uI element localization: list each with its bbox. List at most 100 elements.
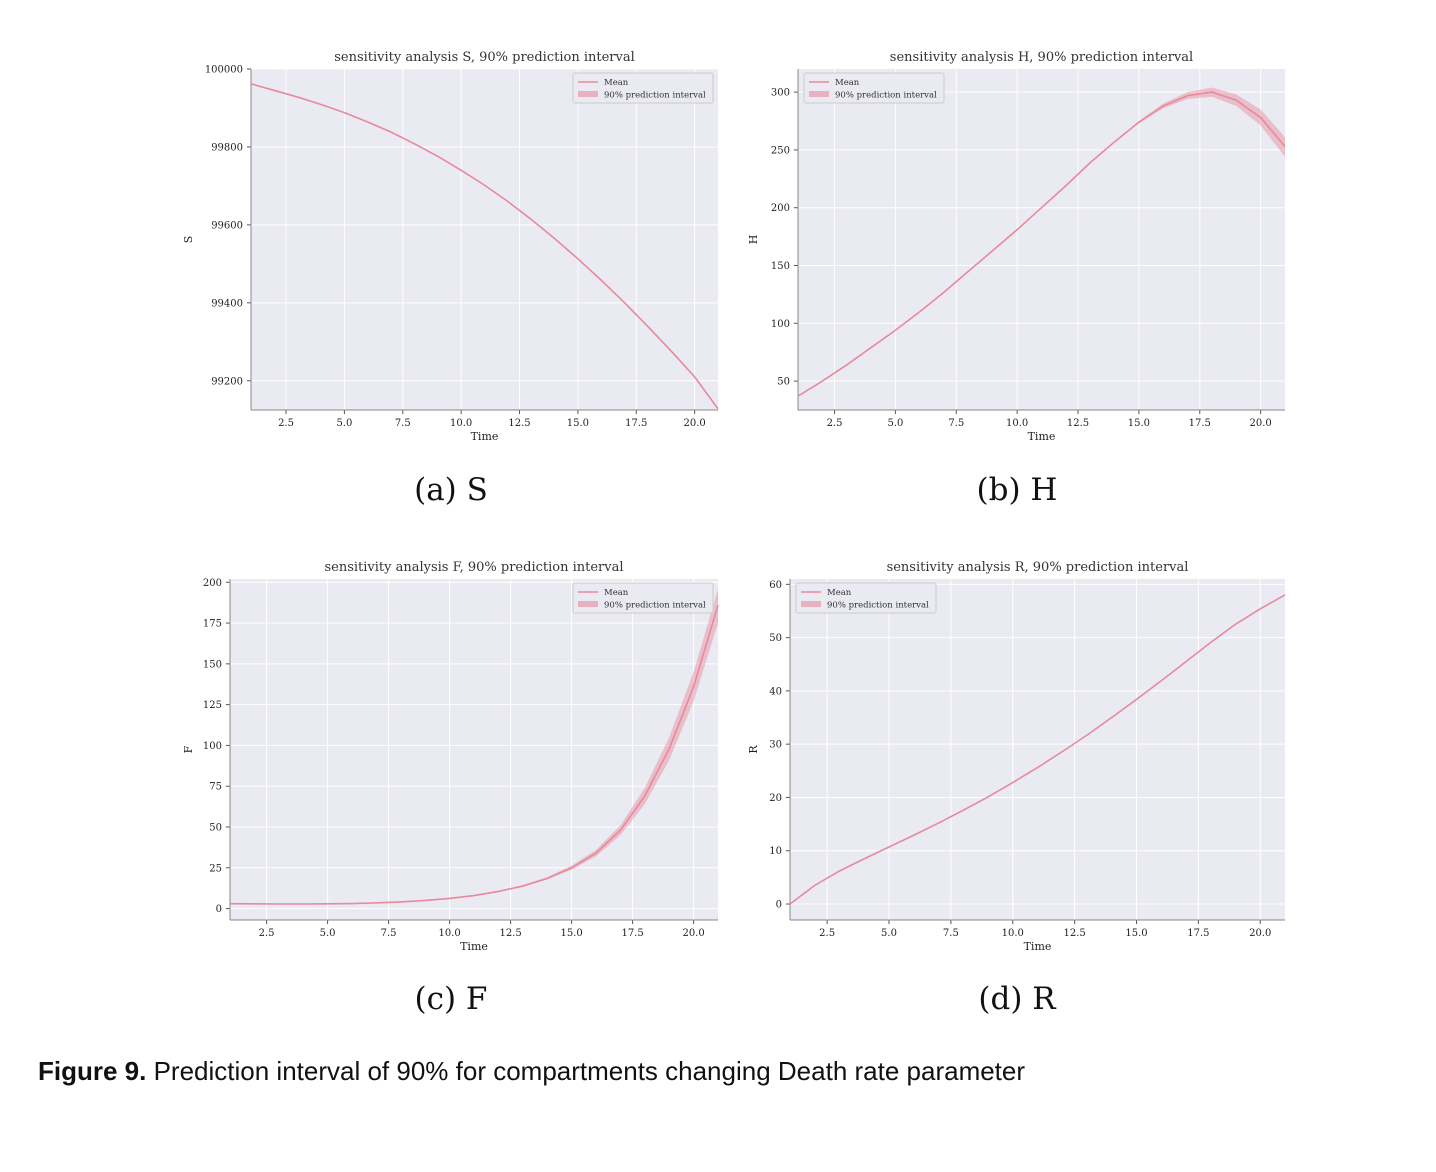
- x-tick-label: 5.0: [881, 928, 897, 939]
- x-tick-label: 12.5: [1067, 418, 1089, 429]
- x-tick-label: 20.0: [682, 928, 704, 939]
- y-tick-label: 175: [203, 619, 222, 630]
- chart-panel-r: 2.5 5.0 7.5 10.0 12.5 15.0 17.5 20.0 60 50 40 30 20 1…: [745, 550, 1290, 970]
- subcaption-d: (d) R: [978, 981, 1056, 1017]
- chart-panel-f: 2.5 5.0 7.5 10.0 12.5 15.0 17.5 20.0 200 175 150 12…: [180, 550, 725, 970]
- y-tick-label: 20: [769, 793, 782, 804]
- mean-line: [250, 83, 719, 410]
- x-tick-label: 7.5: [395, 418, 411, 429]
- y-tick-label: 250: [771, 145, 790, 156]
- legend-box: [803, 72, 945, 104]
- y-tick-label: 99400: [211, 298, 243, 309]
- y-tick-label: 99600: [211, 220, 243, 231]
- y-tick-label: 100: [203, 741, 222, 752]
- legend-interval-swatch: [809, 91, 829, 97]
- x-tick-label: 15.0: [567, 418, 589, 429]
- y-tick-label: 125: [203, 700, 222, 711]
- legend-interval-label: 90% prediction interval: [604, 601, 706, 611]
- plot-area: [798, 69, 1285, 410]
- x-axis-label: Time: [1028, 430, 1056, 443]
- subcaption-a: (a) S: [414, 472, 488, 508]
- legend-mean-label: Mean: [604, 78, 629, 88]
- x-tick-label: 5.0: [320, 928, 336, 939]
- y-tick-label: 0: [216, 904, 222, 915]
- legend-mean-label: Mean: [835, 78, 860, 88]
- y-axis-label: S: [182, 236, 195, 244]
- plot-area: [251, 69, 718, 410]
- legend-box: [572, 72, 714, 104]
- y-tick-label: 50: [777, 377, 790, 388]
- x-tick-label: 12.5: [499, 928, 521, 939]
- mean-line: [229, 604, 719, 905]
- x-tick-label: 15.0: [1125, 928, 1147, 939]
- y-tick-label: 60: [769, 580, 782, 591]
- x-tick-label: 5.0: [887, 418, 903, 429]
- chart-title: sensitivity analysis S, 90% prediction i…: [334, 50, 635, 65]
- figure-caption-label: Figure 9.: [38, 1056, 147, 1086]
- y-tick-label: 50: [769, 633, 782, 644]
- y-tick-label: 300: [771, 88, 790, 99]
- x-tick-label: 2.5: [827, 418, 843, 429]
- x-tick-label: 5.0: [336, 418, 352, 429]
- chart-title: sensitivity analysis F, 90% prediction i…: [324, 560, 623, 575]
- chart-title: sensitivity analysis H, 90% prediction i…: [890, 50, 1193, 65]
- x-tick-label: 2.5: [259, 928, 275, 939]
- x-axis-label: Time: [460, 940, 488, 953]
- chart-svg-f: 2.5 5.0 7.5 10.0 12.5 15.0 17.5 20.0 200 175 150 12…: [182, 560, 719, 953]
- x-tick-label: 15.0: [1128, 418, 1150, 429]
- x-tick-label: 10.0: [450, 418, 472, 429]
- y-tick-label: 75: [209, 782, 222, 793]
- x-tick-label: 10.0: [1002, 928, 1024, 939]
- chart-title: sensitivity analysis R, 90% prediction i…: [887, 560, 1189, 575]
- chart-panel-h: 2.5 5.0 7.5 10.0 12.5 15.0 17.5 20.0 300 250 200 15…: [745, 40, 1290, 460]
- x-tick-label: 7.5: [948, 418, 964, 429]
- x-tick-label: 17.5: [625, 418, 647, 429]
- plot-area: [790, 579, 1285, 920]
- y-tick-label: 0: [776, 900, 782, 911]
- x-tick-label: 10.0: [1006, 418, 1028, 429]
- x-tick-label: 2.5: [819, 928, 835, 939]
- plot-area: [230, 579, 718, 920]
- y-tick-label: 10: [769, 846, 782, 857]
- x-axis-label: Time: [1024, 940, 1052, 953]
- y-tick-label: 200: [203, 578, 222, 589]
- x-tick-label: 20.0: [1249, 928, 1271, 939]
- x-tick-label: 12.5: [508, 418, 530, 429]
- chart-svg-s: 2.5 5.0 7.5 10.0 12.5 15.0 17.5 20.0 100000 99800…: [182, 50, 719, 443]
- figure-caption-text: Prediction interval of 90% for compartme…: [146, 1056, 1026, 1086]
- x-tick-label: 17.5: [1189, 418, 1211, 429]
- chart-svg-r: 2.5 5.0 7.5 10.0 12.5 15.0 17.5 20.0 60 50 40 30 20 1…: [747, 560, 1286, 953]
- y-axis-label: R: [747, 745, 760, 754]
- y-tick-label: 100: [771, 319, 790, 330]
- x-tick-label: 7.5: [381, 928, 397, 939]
- y-tick-label: 99800: [211, 142, 243, 153]
- y-tick-label: 40: [769, 686, 782, 697]
- y-tick-label: 30: [769, 740, 782, 751]
- y-tick-label: 50: [209, 823, 222, 834]
- legend-interval-label: 90% prediction interval: [835, 91, 937, 101]
- x-tick-label: 10.0: [438, 928, 460, 939]
- y-tick-label: 150: [203, 659, 222, 670]
- legend-mean-label: Mean: [604, 588, 629, 598]
- y-axis-label: H: [747, 235, 760, 245]
- chart-panel-s: 2.5 5.0 7.5 10.0 12.5 15.0 17.5 20.0 100000 99800…: [180, 40, 725, 460]
- y-tick-label: 100000: [205, 65, 243, 76]
- chart-svg-h: 2.5 5.0 7.5 10.0 12.5 15.0 17.5 20.0 300 250 200 15…: [747, 50, 1286, 443]
- x-tick-label: 15.0: [560, 928, 582, 939]
- x-tick-label: 17.5: [1187, 928, 1209, 939]
- y-tick-label: 99200: [211, 376, 243, 387]
- y-axis-label: F: [182, 745, 195, 753]
- legend-interval-label: 90% prediction interval: [827, 601, 929, 611]
- x-tick-label: 20.0: [1250, 418, 1272, 429]
- x-tick-label: 20.0: [684, 418, 706, 429]
- y-tick-label: 25: [209, 863, 222, 874]
- mean-line: [789, 594, 1286, 905]
- mean-line: [797, 91, 1286, 397]
- x-tick-label: 12.5: [1063, 928, 1085, 939]
- x-axis-label: Time: [471, 430, 499, 443]
- x-tick-label: 7.5: [943, 928, 959, 939]
- figure-caption: Figure 9. Prediction interval of 90% for…: [38, 1056, 1025, 1087]
- subcaption-c: (c) F: [414, 981, 488, 1017]
- legend-interval-swatch: [578, 601, 598, 607]
- legend-interval-label: 90% prediction interval: [604, 91, 706, 101]
